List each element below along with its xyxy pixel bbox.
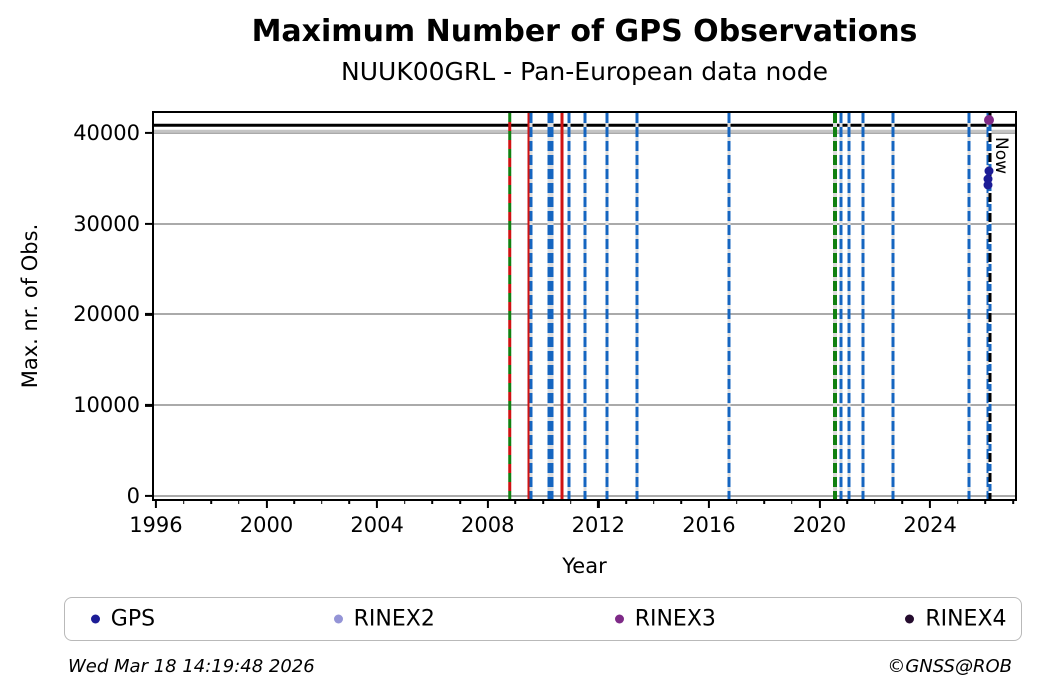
event-line <box>567 113 571 499</box>
x-minor-tick <box>459 499 461 504</box>
rinex3-marker-icon <box>614 614 624 624</box>
y-tick <box>145 404 154 407</box>
legend-item-rinex4: RINEX4 <box>905 606 1007 632</box>
event-line <box>635 113 639 499</box>
x-major-tick <box>818 499 821 508</box>
x-tick-label: 1996 <box>129 513 183 537</box>
x-tick-label: 2012 <box>571 513 626 537</box>
x-major-tick <box>486 499 489 508</box>
x-tick-label: 2008 <box>460 513 515 537</box>
x-minor-tick <box>625 499 627 504</box>
x-minor-tick <box>182 499 185 504</box>
rinex2-marker-icon <box>333 614 343 624</box>
x-minor-tick <box>293 499 295 504</box>
x-tick-label: 2024 <box>903 513 957 537</box>
x-tick-label: 2016 <box>682 513 736 537</box>
x-minor-tick <box>763 499 766 504</box>
legend-box: GPS RINEX2 RINEX3 RINEX4 <box>64 597 1022 641</box>
y-tick <box>145 495 154 498</box>
x-minor-tick <box>1012 499 1014 504</box>
event-line <box>550 113 554 499</box>
y-tick <box>145 313 154 316</box>
x-minor-tick <box>901 499 904 504</box>
gps-point <box>983 174 993 184</box>
x-minor-tick <box>652 499 655 504</box>
x-minor-tick <box>542 499 544 504</box>
x-minor-tick <box>238 499 240 504</box>
legend-label: GPS <box>110 606 156 632</box>
rinex4-marker-icon <box>905 614 915 624</box>
y-tick-label: 20000 <box>73 302 140 327</box>
x-tick-label: 2020 <box>792 513 847 537</box>
now-line <box>988 113 992 499</box>
x-minor-tick <box>348 499 351 504</box>
plot-area: Now 1996 2000 2004 2008 2012 2016 2020 2024 0 1000… <box>73 111 1017 537</box>
event-line <box>986 113 990 499</box>
now-label: Now <box>990 137 1011 175</box>
event-line <box>507 113 512 499</box>
legend-label: RINEX2 <box>353 606 435 632</box>
x-axis-label: Year <box>562 554 607 578</box>
y-tick <box>145 131 154 134</box>
y-tick-label: 0 <box>126 484 140 509</box>
x-minor-tick <box>984 499 987 504</box>
event-line <box>527 113 531 499</box>
event-line <box>605 113 609 499</box>
event-line <box>847 113 851 499</box>
x-minor-tick <box>210 499 213 504</box>
x-tick-label: 2004 <box>350 513 404 537</box>
gps-point <box>984 166 994 176</box>
x-minor-tick <box>846 499 848 504</box>
legend-item-gps: GPS <box>90 606 156 632</box>
event-line <box>967 113 971 499</box>
event-line <box>560 113 564 499</box>
x-minor-tick <box>735 499 738 504</box>
x-minor-tick <box>956 499 959 504</box>
event-line <box>861 113 865 499</box>
x-major-tick <box>154 499 158 508</box>
x-minor-tick <box>569 499 572 504</box>
x-minor-tick <box>791 499 793 504</box>
x-tick-label: 2000 <box>239 513 294 537</box>
event-line <box>583 113 587 499</box>
x-minor-tick <box>431 499 434 504</box>
legend-label: RINEX3 <box>634 606 716 632</box>
y-tick-label: 30000 <box>73 211 140 236</box>
y-tick-label: 10000 <box>73 393 140 418</box>
chart-title: Maximum Number of GPS Observations <box>251 14 918 49</box>
x-minor-tick <box>514 499 517 504</box>
x-major-tick <box>707 499 711 508</box>
x-major-tick <box>929 499 932 508</box>
x-minor-tick <box>874 499 876 504</box>
rinex3-point <box>983 114 994 125</box>
timestamp-text: Wed Mar 18 14:19:48 2026 <box>68 656 315 677</box>
legend-label: RINEX4 <box>925 606 1007 632</box>
legend-item-rinex2: RINEX2 <box>333 606 435 632</box>
y-tick-label: 40000 <box>73 120 140 145</box>
copyright-text: ©GNSS@ROB <box>887 656 1012 677</box>
gps-point <box>983 180 993 190</box>
x-major-tick <box>265 499 268 508</box>
event-line <box>833 113 838 499</box>
event-line <box>891 113 895 499</box>
x-major-tick <box>376 499 379 508</box>
chart-subtitle: NUUK00GRL - Pan-European data node <box>341 57 828 86</box>
event-line <box>547 113 551 499</box>
event-line <box>839 113 843 499</box>
gps-marker-icon <box>90 614 100 624</box>
event-line <box>727 113 731 499</box>
x-minor-tick <box>403 499 406 504</box>
event-line <box>529 113 533 499</box>
legend-item-rinex3: RINEX3 <box>614 606 716 632</box>
y-axis-label: Max. nr. of Obs. <box>18 223 42 389</box>
x-major-tick <box>597 499 600 508</box>
y-tick <box>145 222 154 225</box>
x-minor-tick <box>321 499 323 504</box>
x-minor-tick <box>680 499 683 504</box>
